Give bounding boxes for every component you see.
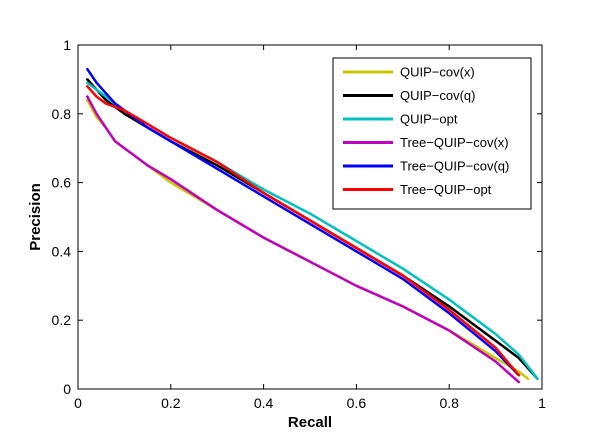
- x-tick-label: 1: [538, 395, 546, 411]
- legend-label: QUIP−cov(q): [400, 88, 476, 103]
- y-tick-label: 1: [63, 37, 71, 53]
- legend-label: Tree−QUIP−opt: [400, 182, 492, 197]
- legend-label: Tree−QUIP−cov(q): [400, 159, 509, 174]
- legend-label: QUIP−cov(x): [400, 65, 475, 80]
- x-tick-label: 0.8: [439, 395, 459, 411]
- y-tick-label: 0: [63, 381, 71, 397]
- legend-box: [332, 57, 532, 210]
- y-tick-label: 0.8: [52, 106, 72, 122]
- ticks-layer: 0 0.2 0.4 0.6 0.8 1 0 0.2 0.4 0.6 0.8 1: [52, 37, 547, 411]
- y-tick-label: 0.6: [52, 175, 72, 191]
- series-layer: [86, 67, 539, 384]
- x-axis-label: Recall: [288, 414, 332, 431]
- x-tick-label: 0.2: [161, 395, 181, 411]
- x-tick-label: 0.6: [347, 395, 367, 411]
- legend: QUIP−cov(x) QUIP−cov(q) QUIP−opt Tree−QUIP−…: [332, 57, 532, 210]
- y-tick-label: 0.4: [52, 243, 72, 259]
- series-line-5: [86, 67, 521, 377]
- series-line-2: [86, 78, 539, 380]
- legend-label: QUIP−opt: [400, 112, 458, 127]
- series-line-6: [86, 85, 521, 377]
- y-axis-label: Precision: [27, 183, 44, 251]
- y-tick-label: 0.2: [52, 312, 72, 328]
- series-line-4: [86, 95, 521, 384]
- x-tick-label: 0.4: [254, 395, 274, 411]
- plot-frame: [77, 44, 543, 390]
- x-tick-label: 0: [74, 395, 82, 411]
- legend-label: Tree−QUIP−cov(x): [400, 135, 509, 150]
